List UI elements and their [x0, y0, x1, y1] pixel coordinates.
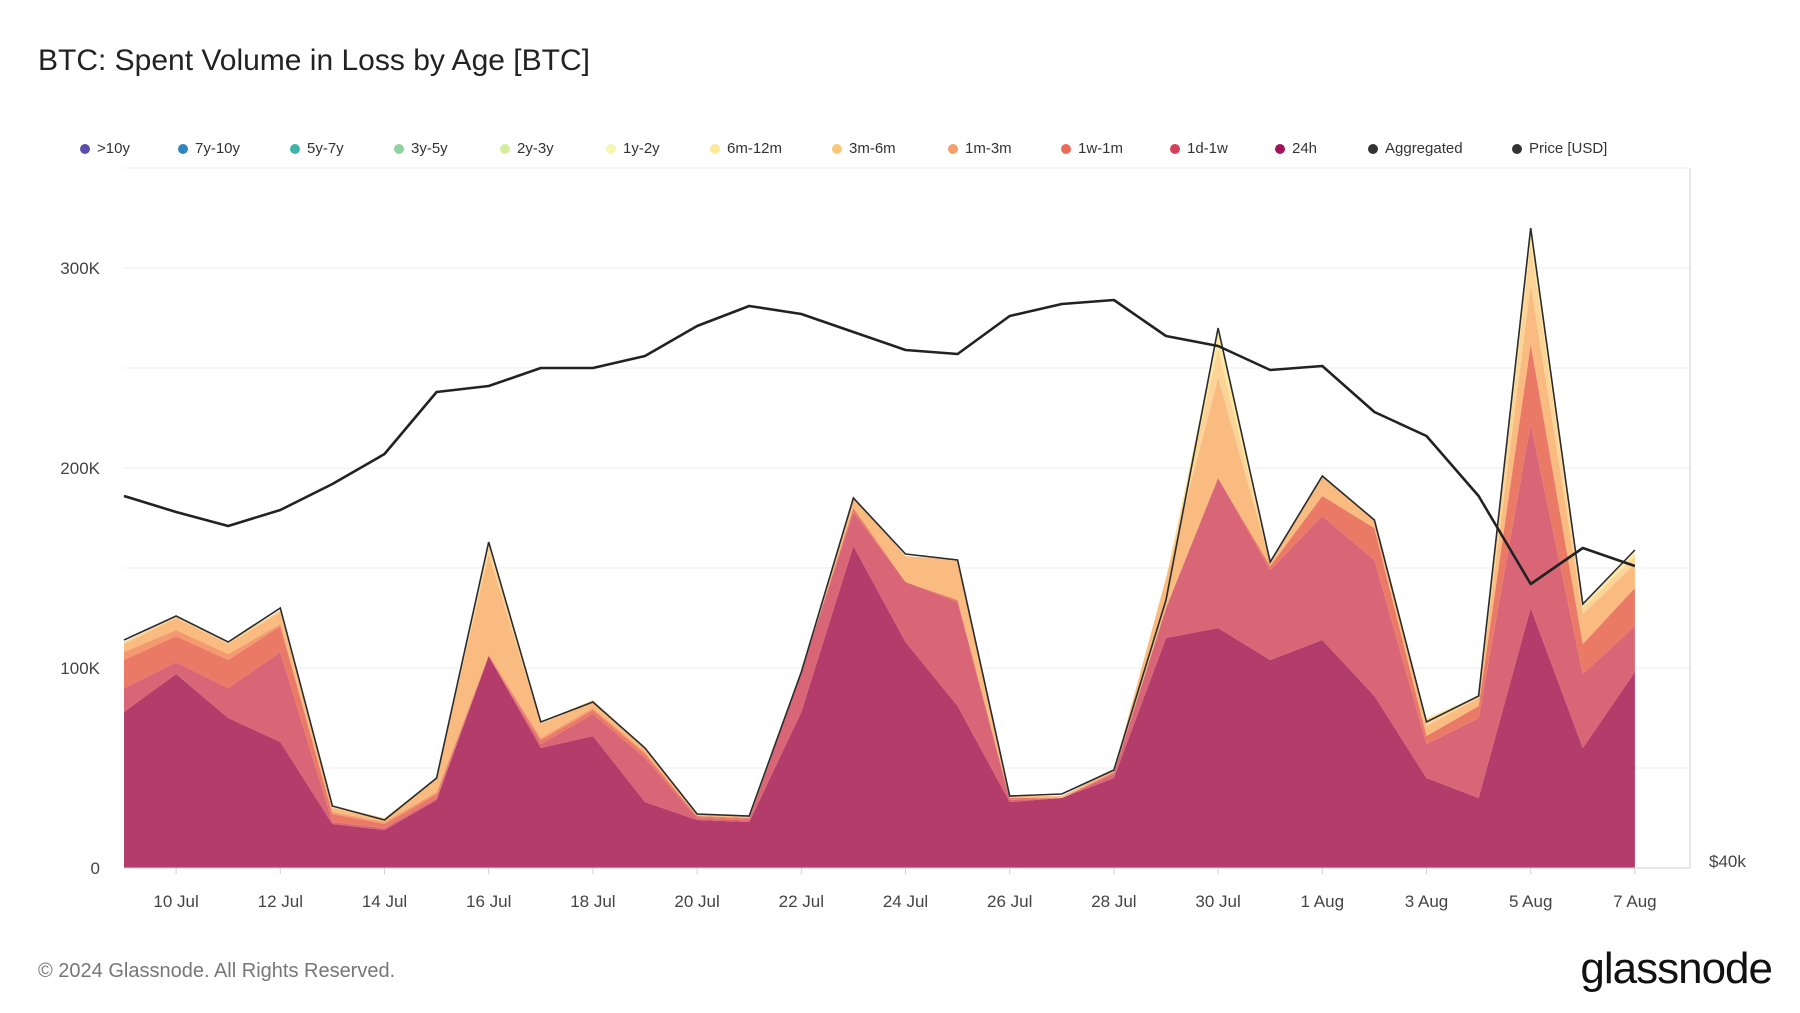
legend-label: 1y-2y [623, 140, 660, 157]
legend-dot-icon [80, 143, 90, 154]
chart-title: BTC: Spent Volume in Loss by Age [BTC] [38, 44, 590, 77]
legend-label: 3y-5y [411, 140, 448, 157]
stacked-areas [124, 232, 1635, 868]
y2-tick-label: $40k [1709, 852, 1746, 871]
legend-item[interactable]: 3m-6m [832, 140, 896, 157]
legend-dot-icon [832, 143, 842, 154]
legend-label: 24h [1292, 140, 1318, 157]
legend-item[interactable]: 24h [1275, 140, 1317, 157]
price-line [123, 298, 1636, 586]
aggregated-line [123, 227, 1636, 821]
legend-dot-icon [394, 143, 404, 154]
legend-dot-icon [500, 143, 510, 154]
legend-dot-icon [1170, 143, 1180, 154]
x-tick-label: 14 Jul [362, 892, 407, 911]
legend-item[interactable]: 1y-2y [606, 140, 660, 157]
x-tick-label: 20 Jul [674, 892, 719, 911]
legend-item[interactable]: 2y-3y [500, 140, 554, 157]
x-tick-label: 22 Jul [779, 892, 824, 911]
legend-item[interactable]: 7y-10y [178, 140, 240, 157]
legend-dot-icon [1275, 143, 1285, 154]
legend-item[interactable]: Price [USD] [1512, 140, 1607, 157]
legend-item[interactable]: Aggregated [1368, 140, 1463, 157]
brand-logo: glassnode [1580, 944, 1773, 993]
legend-label: 3m-6m [849, 140, 896, 157]
lines [123, 227, 1636, 821]
legend-label: Price [USD] [1529, 140, 1608, 157]
y-tick-label: 300K [60, 259, 100, 278]
legend-item[interactable]: 1w-1m [1061, 140, 1123, 157]
x-tick-label: 16 Jul [466, 892, 511, 911]
legend-dot-icon [1512, 143, 1522, 154]
legend-label: 1w-1m [1078, 140, 1124, 157]
x-tick-label: 1 Aug [1301, 892, 1345, 911]
x-tick-label: 26 Jul [987, 892, 1032, 911]
legend-label: 6m-12m [727, 140, 783, 157]
x-tick-label: 7 Aug [1613, 892, 1657, 911]
axes: 0 100K 200K 300K $40k 10 Jul 12 Jul 14 Jul 16 Ju… [60, 168, 1746, 911]
x-tick-label: 10 Jul [153, 892, 198, 911]
copyright-footer: © 2024 Glassnode. All Rights Reserved. [38, 960, 396, 982]
legend-item[interactable]: 6m-12m [710, 140, 782, 157]
area-series-24h [124, 546, 1635, 868]
legend-dot-icon [1368, 143, 1378, 154]
legend-label: >10y [97, 140, 130, 157]
legend-label: 1m-3m [965, 140, 1012, 157]
x-tick-label: 24 Jul [883, 892, 928, 911]
y-tick-label: 100K [60, 659, 100, 678]
legend-item[interactable]: 1m-3m [948, 140, 1012, 157]
x-tick-label: 5 Aug [1509, 892, 1553, 911]
y-tick-label: 200K [60, 459, 100, 478]
legend-item[interactable]: >10y [80, 140, 130, 157]
area-series-1d-1w [124, 424, 1635, 830]
legend-label: 7y-10y [195, 140, 241, 157]
x-tick-label: 30 Jul [1195, 892, 1240, 911]
y-tick-label: 0 [91, 859, 100, 878]
legend-label: 5y-7y [307, 140, 344, 157]
legend-item[interactable]: 5y-7y [290, 140, 344, 157]
legend-item[interactable]: 1d-1w [1170, 140, 1228, 157]
legend-item[interactable]: 3y-5y [394, 140, 448, 157]
legend-dot-icon [710, 143, 720, 154]
legend-dot-icon [178, 143, 188, 154]
x-tick-label: 28 Jul [1091, 892, 1136, 911]
x-tick-label: 12 Jul [258, 892, 303, 911]
legend-dot-icon [948, 143, 958, 154]
legend-label: 1d-1w [1187, 140, 1228, 157]
legend-label: 2y-3y [517, 140, 554, 157]
x-tick-label: 3 Aug [1405, 892, 1449, 911]
legend-dot-icon [606, 143, 616, 154]
legend-label: Aggregated [1385, 140, 1463, 157]
legend-dot-icon [1061, 143, 1071, 154]
x-tick-label: 18 Jul [570, 892, 615, 911]
legend-dot-icon [290, 143, 300, 154]
legend: >10y 7y-10y 5y-7y 3y-5y 2y-3y 1y-2y 6m-12m 3m-6… [80, 140, 1640, 162]
